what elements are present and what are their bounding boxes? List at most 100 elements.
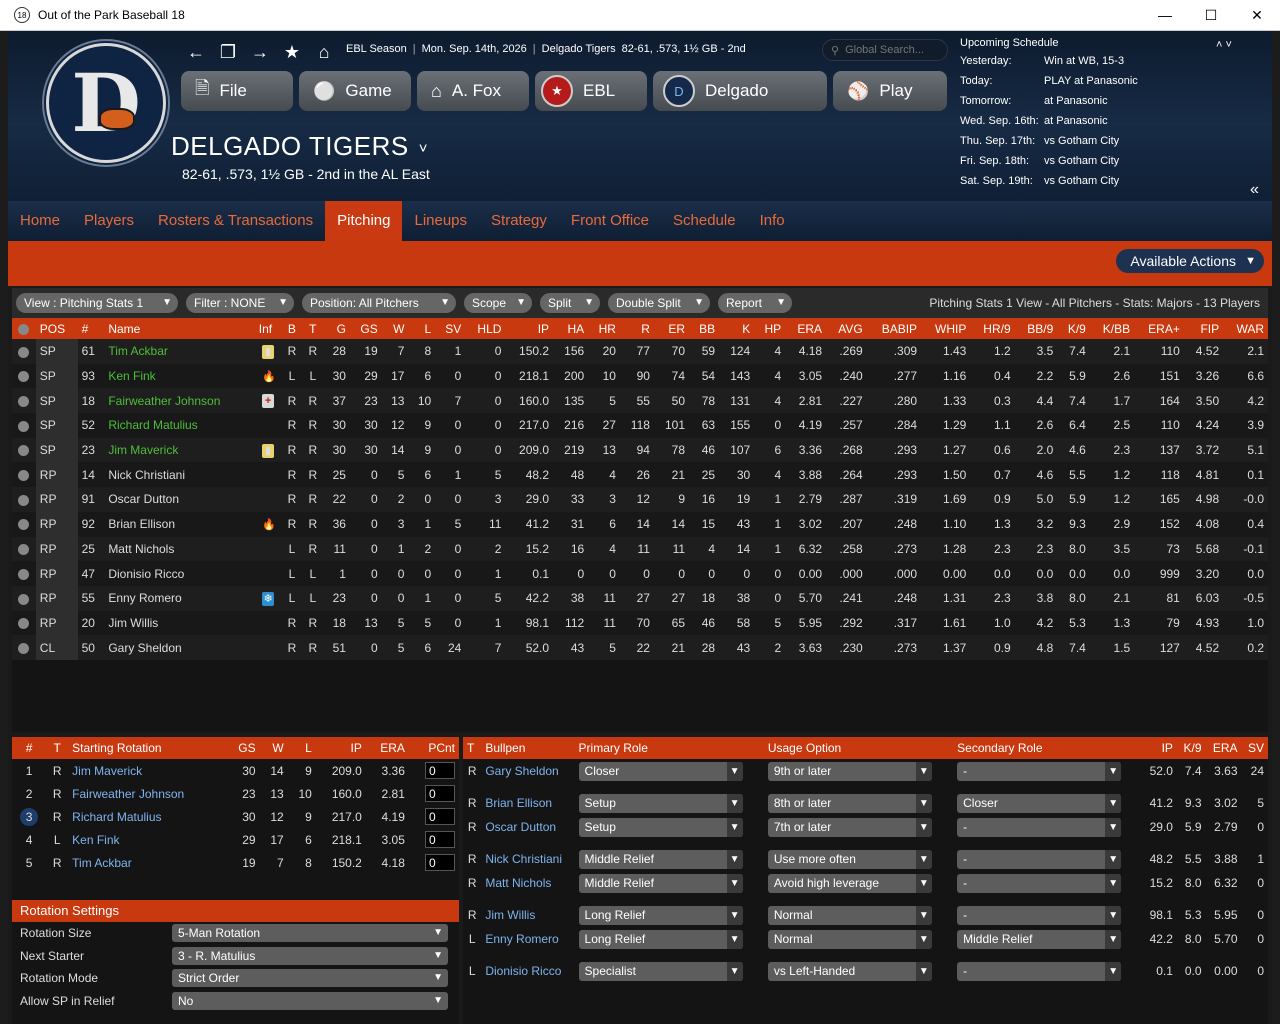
column-header[interactable]: FIP [1200,321,1220,336]
pitch-count-input[interactable] [425,762,455,779]
primary-role-select[interactable]: Middle Relief ▼ [578,849,743,869]
rotation-row[interactable]: 3 R Richard Matulius 30 12 9 217.0 4.19 [12,805,459,828]
usage-option-select[interactable]: Normal ▼ [767,905,932,925]
team-logo[interactable]: D [46,43,166,163]
column-header[interactable]: HP [764,321,782,336]
bullpen-row[interactable]: R Brian Ellison Setup ▼ 8th or later ▼ Closer ▼… [463,791,1268,815]
bullpen-row[interactable]: R Oscar Dutton Setup ▼ 7th or later ▼ - ▼ 29.0 5.… [463,815,1268,839]
column-header[interactable]: AVG [838,321,863,336]
secondary-role-select[interactable]: Closer ▼ [957,793,1122,813]
schedule-game[interactable]: Win at WB, 15-3 [1044,55,1125,67]
crumb-season[interactable]: EBL Season [346,43,407,55]
split-dropdown[interactable]: Split ▼ [540,293,600,313]
player-name-link[interactable]: Enny Romero [108,591,182,606]
table-row[interactable]: RP 91 Oscar Dutton R R 22 0 2 0 0 3 29.0 33 3 12 9 16 19 1… [12,487,1268,512]
table-row[interactable]: CL 50 Gary Sheldon R R 51 0 5 6 24 7 52.0 43 5 22 21 28 4… [12,635,1268,660]
bullpen-row[interactable]: R Jim Willis Long Relief ▼ Normal ▼ - ▼ 98.1 5.3 5… [463,903,1268,927]
row-select-radio[interactable] [12,537,36,562]
player-name-link[interactable]: Jim Willis [485,908,536,922]
player-name-link[interactable]: Dionisio Ricco [108,566,185,581]
column-header[interactable]: HR [598,321,616,336]
column-header[interactable]: Inf [258,321,273,336]
column-header[interactable]: SV [445,321,462,336]
player-name-link[interactable]: Gary Sheldon [108,640,182,655]
usage-option-select[interactable]: Normal ▼ [767,929,932,949]
tab-schedule[interactable]: Schedule [673,212,736,229]
scope-dropdown[interactable]: Scope ▼ [464,293,532,313]
star-icon[interactable]: ★ [283,42,301,62]
bullpen-row[interactable]: R Nick Christiani Middle Relief ▼ Use more o… [463,847,1268,871]
table-row[interactable]: RP 92 Brian Ellison 🔥 R R 36 0 3 1 5 11 41.2 31 6 14 14 1… [12,511,1268,537]
global-search[interactable]: ⚲ [822,39,948,61]
usage-option-select[interactable]: Use more often ▼ [767,849,932,869]
column-header[interactable]: ER [668,321,686,336]
chevron-down-icon[interactable]: ˅ [1225,39,1232,51]
schedule-game[interactable]: at Panasonic [1044,95,1108,107]
home-icon[interactable]: ⌂ [318,42,330,62]
rotation-setting-select[interactable]: No ▼ [172,991,448,1010]
primary-role-select[interactable]: Setup ▼ [578,817,743,837]
schedule-game[interactable]: at Panasonic [1044,115,1108,127]
row-select-radio[interactable] [12,635,36,660]
play-button[interactable]: ⚾ Play [833,71,947,111]
player-name-link[interactable]: Nick Christiani [485,852,563,866]
player-name-link[interactable]: Richard Matulius [72,809,162,824]
player-name-link[interactable]: Fairweather Johnson [108,393,221,408]
close-icon[interactable]: ✕ [1251,6,1263,23]
schedule-game[interactable]: PLAY at Panasonic [1044,75,1138,87]
usage-option-select[interactable]: vs Left-Handed ▼ [767,961,932,981]
pitch-count-input[interactable] [425,854,455,871]
table-row[interactable]: RP 14 Nick Christiani R R 25 0 5 6 1 5 48.2 48 4 26 21 2… [12,462,1268,488]
column-header[interactable]: B [287,321,296,336]
table-row[interactable]: RP 47 Dionisio Ricco L L 1 0 0 0 0 1 0.1 0 0 0 0 0 0 0 0.00… [12,561,1268,586]
file-button[interactable]: 🗎 File [181,71,293,111]
collapse-panel-icon[interactable]: « [1250,181,1259,198]
column-header[interactable]: R [641,321,650,336]
tab-lineups[interactable]: Lineups [414,212,468,229]
column-header[interactable]: BABIP [881,321,918,336]
secondary-role-select[interactable]: - ▼ [957,761,1122,781]
tab-info[interactable]: Info [759,212,785,229]
back-arrow-icon[interactable]: ← [187,42,205,62]
rotation-row[interactable]: 1 R Jim Maverick 30 14 9 209.0 3.36 [12,759,459,782]
team-button[interactable]: D Delgado [653,71,827,111]
secondary-role-select[interactable]: - ▼ [957,873,1122,893]
column-header[interactable]: K/BB [1102,321,1131,336]
player-name-link[interactable]: Enny Romero [485,932,559,946]
pitch-count-input[interactable] [425,831,455,848]
row-select-radio[interactable] [12,388,36,413]
player-name-link[interactable]: Ken Fink [72,832,120,847]
filter-dropdown[interactable]: Filter : NONE ▼ [186,293,294,313]
row-select-radio[interactable] [12,364,36,389]
tab-players[interactable]: Players [84,212,135,229]
row-select-radio[interactable] [12,512,36,537]
search-input[interactable] [845,44,946,56]
column-header[interactable]: GS [360,321,378,336]
select-all-radio[interactable] [12,318,36,339]
row-select-radio[interactable] [12,487,36,512]
minimize-icon[interactable]: — [1158,6,1172,23]
rotation-setting-select[interactable]: 5-Man Rotation ▼ [172,924,448,943]
column-header[interactable]: K [742,321,751,336]
primary-role-select[interactable]: Middle Relief ▼ [578,873,743,893]
player-name-link[interactable]: Tim Ackbar [72,855,132,870]
column-header[interactable]: K/9 [1067,321,1086,336]
column-header[interactable]: Name [108,321,141,336]
team-name-heading[interactable]: DELGADO TIGERS ˅ [171,131,428,161]
column-header[interactable]: HLD [477,321,502,336]
secondary-role-select[interactable]: - ▼ [957,905,1122,925]
table-row[interactable]: SP 18 Fairweather Johnson + R R 37 23 13 10 7 0 160.… [12,388,1268,414]
tab-strategy[interactable]: Strategy [491,212,547,229]
primary-role-select[interactable]: Closer ▼ [578,761,743,781]
manager-button[interactable]: ⌂ A. Fox [417,71,529,111]
view-dropdown[interactable]: View : Pitching Stats 1 ▼ [16,293,178,313]
secondary-role-select[interactable]: - ▼ [957,817,1122,837]
column-header[interactable]: WAR [1236,321,1264,336]
player-name-link[interactable]: Matt Nichols [108,541,175,556]
usage-option-select[interactable]: 9th or later ▼ [767,761,932,781]
rotation-row[interactable]: 4 L Ken Fink 29 17 6 218.1 3.05 [12,828,459,851]
player-name-link[interactable]: Fairweather Johnson [72,786,185,801]
column-header[interactable]: HR/9 [983,321,1011,336]
player-name-link[interactable]: Brian Ellison [485,796,553,810]
bullpen-row[interactable]: R Matt Nichols Middle Relief ▼ Avoid high le… [463,871,1268,895]
